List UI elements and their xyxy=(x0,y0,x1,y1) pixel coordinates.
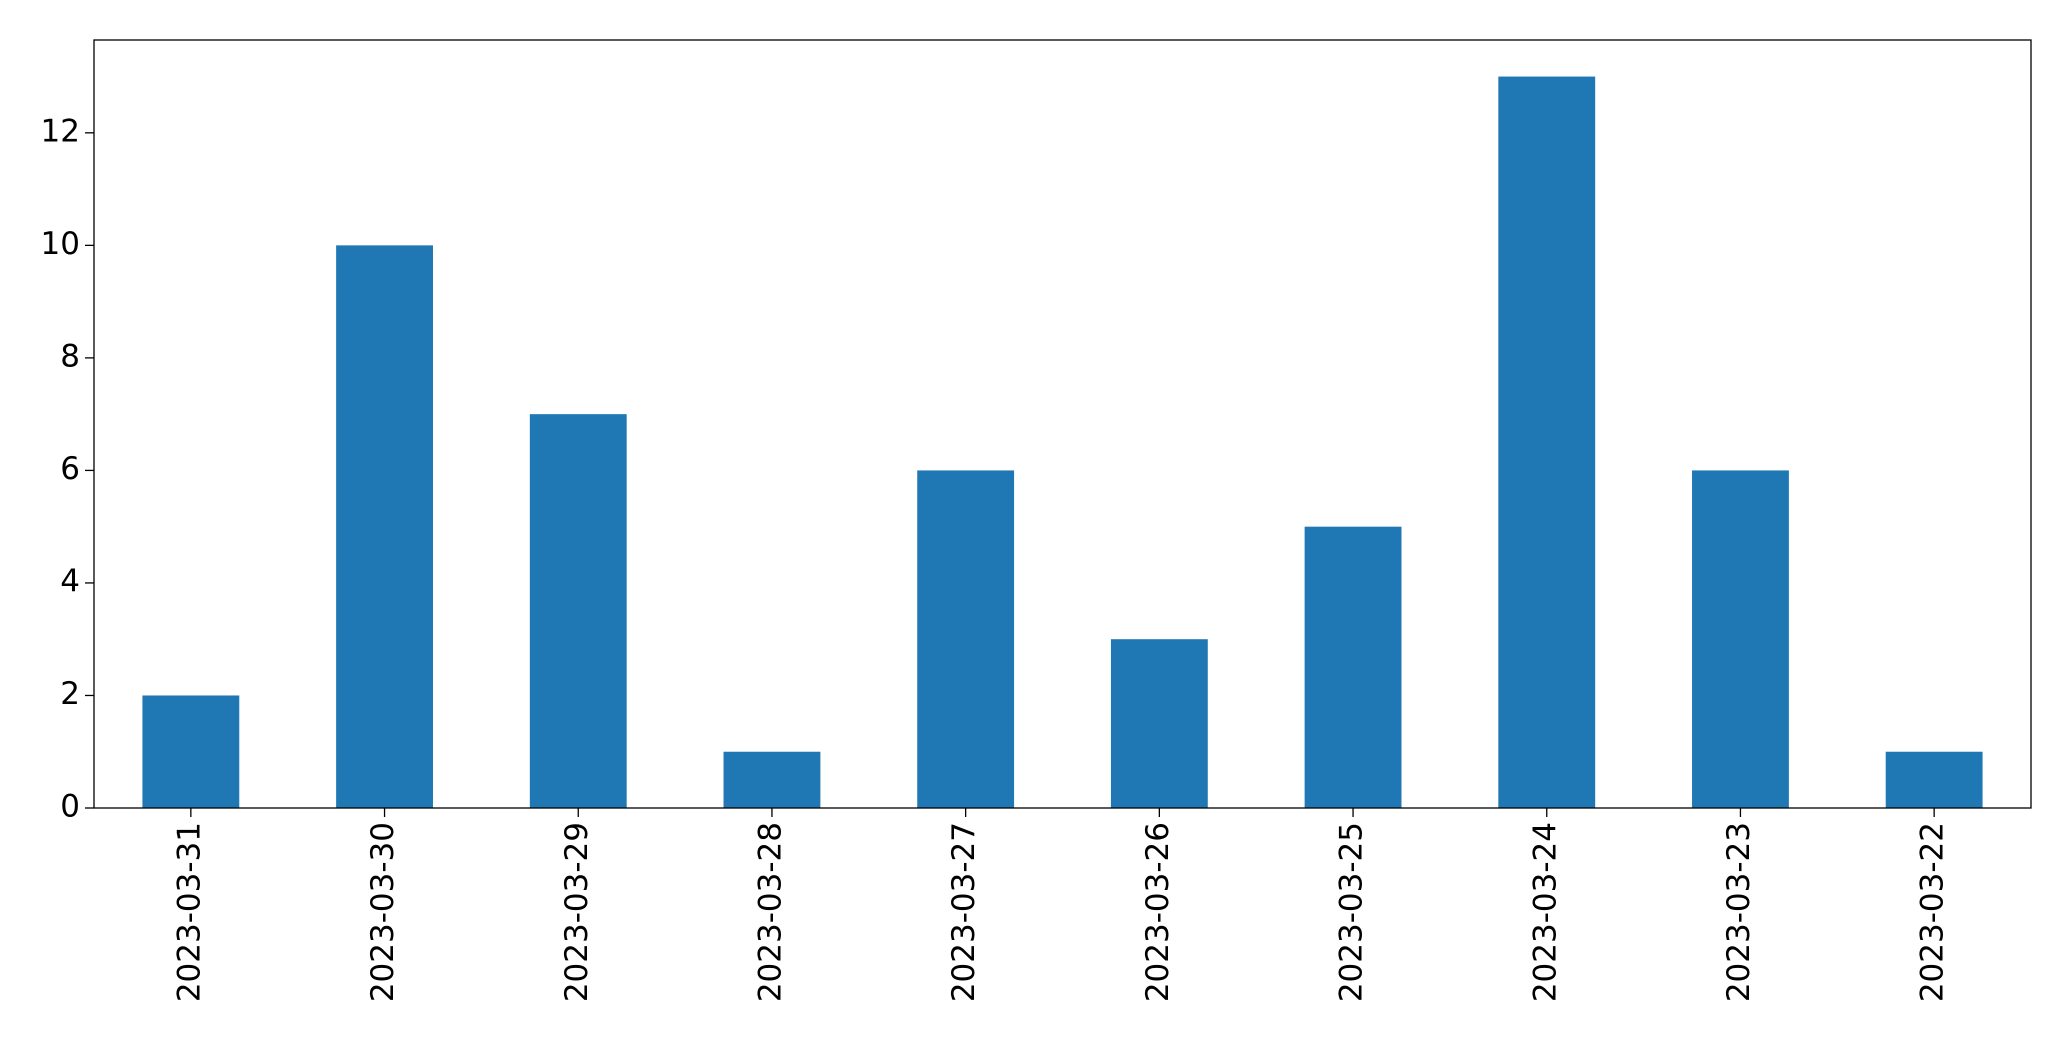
bar xyxy=(142,695,240,808)
x-tick-label: 2023-03-29 xyxy=(559,822,595,1002)
x-tick-label: 2023-03-22 xyxy=(1915,822,1951,1002)
x-tick-label: 2023-03-31 xyxy=(171,822,207,1002)
y-tick-label: 2 xyxy=(60,676,80,712)
y-tick-label: 4 xyxy=(60,563,80,599)
bar xyxy=(529,414,627,808)
x-tick-label: 2023-03-27 xyxy=(946,822,982,1002)
x-tick-label: 2023-03-24 xyxy=(1527,822,1563,1002)
y-tick-label: 8 xyxy=(60,338,80,374)
bar xyxy=(1692,470,1789,808)
bar xyxy=(917,470,1015,808)
x-tick-label: 2023-03-25 xyxy=(1334,822,1370,1002)
bar xyxy=(723,751,821,808)
y-tick-label: 0 xyxy=(60,789,80,825)
bar xyxy=(1110,639,1208,808)
bar xyxy=(1498,76,1596,809)
y-tick-label: 12 xyxy=(41,113,80,149)
x-tick-label: 2023-03-28 xyxy=(752,822,788,1002)
y-tick-label: 10 xyxy=(41,226,80,262)
bar xyxy=(1304,526,1402,808)
y-tick-label: 6 xyxy=(60,451,80,487)
x-tick-label: 2023-03-30 xyxy=(365,822,401,1002)
bar xyxy=(336,245,433,808)
x-tick-label: 2023-03-23 xyxy=(1721,822,1757,1002)
plot-frame xyxy=(93,39,2032,809)
x-tick-label: 2023-03-26 xyxy=(1140,822,1176,1002)
bar xyxy=(1885,751,1983,808)
